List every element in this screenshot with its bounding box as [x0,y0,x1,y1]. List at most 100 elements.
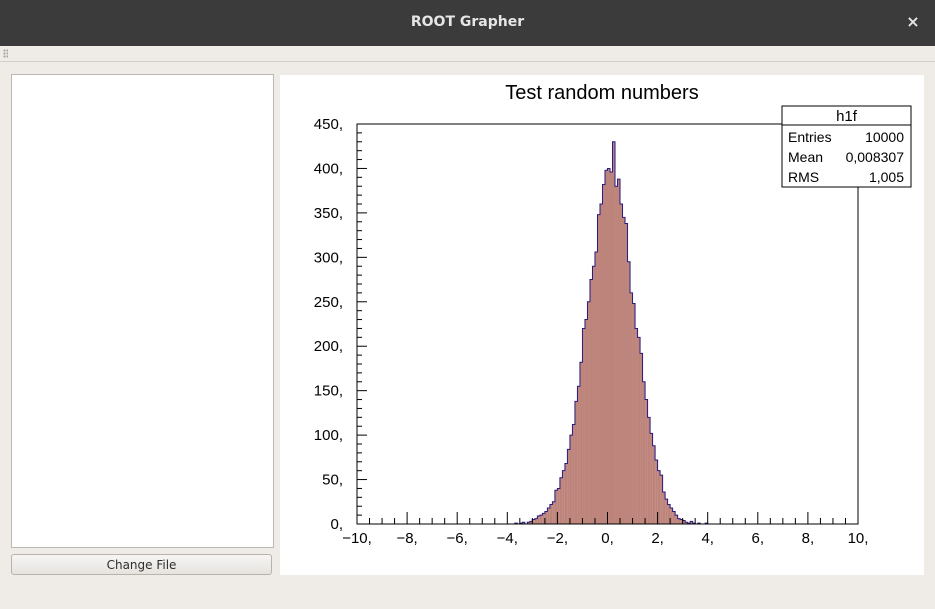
histogram-bin [662,492,666,524]
x-tick-label: −2, [547,530,568,547]
histogram-bin [567,449,570,524]
y-tick-label: 450, [314,116,343,133]
stats-value-entries: 10000 [865,129,904,145]
y-tick-label: 250, [314,294,343,311]
menubar [0,46,935,62]
histogram-bin [682,520,686,524]
histogram-bars [514,141,709,525]
toolbar-grip-icon[interactable] [3,49,8,58]
histogram-bin [645,399,648,524]
histogram-bin [537,516,540,524]
histogram-bin [685,522,688,524]
histogram-bin [672,511,676,524]
histogram-bin [547,508,550,524]
close-icon[interactable]: × [906,12,920,31]
histogram-bin [597,214,600,524]
histogram-bin [599,204,603,524]
histogram-bin [612,141,616,524]
histogram-bin [615,186,618,524]
histogram-bin [594,252,598,524]
x-tick-label: 6, [752,530,765,547]
y-tick-label: 200, [314,338,343,355]
histogram-bin [589,279,593,524]
histogram-bin [559,477,563,524]
stats-value-mean: 0,008307 [846,149,905,165]
histogram-bin [632,303,636,524]
histogram-bin [587,301,590,524]
window-title: ROOT Grapher [410,14,525,30]
y-tick-label: 300, [314,249,343,266]
histogram-bin [592,266,595,524]
histogram-bin [584,319,588,524]
histogram-outline [514,141,709,525]
histogram-bin [549,504,553,524]
histogram-bin [569,435,573,524]
histogram-bin [582,328,585,524]
change-file-button[interactable]: Change File [11,554,272,575]
x-tick-label: −6, [447,530,468,547]
histogram-bin [552,501,555,524]
y-tick-label: 100, [314,427,343,444]
histogram-bin [642,381,646,524]
histogram-canvas[interactable]: Test random numbers −10, −8, −6, −4, −2, 0, 2,… [280,75,924,575]
histogram-bin [667,504,671,524]
histogram-bin [660,475,663,524]
y-tick-label: 350, [314,205,343,222]
histogram-bin [529,521,533,524]
stats-label-rms: RMS [788,169,819,185]
x-tick-label: 0, [601,530,614,547]
histogram-bin [607,168,611,524]
histogram-bin [572,424,575,524]
histogram-bin [675,515,678,524]
x-tick-label: 2, [651,530,664,547]
histogram-bin [647,417,651,524]
histogram-bin [577,386,580,524]
stats-box: h1f Entries 10000 Mean 0,008307 RMS 1,00… [781,105,912,188]
histogram-bin [542,513,545,524]
x-tick-label: 10, [848,530,869,547]
y-tick-label: 50, [322,472,343,489]
chart-title: Test random numbers [505,82,698,104]
histogram-bin [650,433,653,524]
x-tick-label: 4, [701,530,714,547]
histogram-bin [534,518,538,524]
y-tick-label: 0, [330,516,343,533]
histogram-bin [602,184,605,524]
histogram-bin [635,328,638,524]
histogram-bin [604,170,608,524]
stats-value-rms: 1,005 [869,169,904,185]
histogram-bin [690,521,693,524]
histogram-bin [579,362,583,524]
histogram-bin [564,463,568,524]
y-tick-label: 400, [314,160,343,177]
x-tick-label: −8, [396,530,417,547]
histogram-bin [544,511,548,524]
histogram-bin [539,515,543,524]
histogram-bin [522,522,525,524]
y-tick-label: 150, [314,383,343,400]
x-axis: −10, −8, −6, −4, −2, 0, 2, 4, 6, 8, 10, [342,512,868,547]
histogram-bin [625,223,628,525]
y-axis: 0, 50, 100, 150, 200, 250, 300, 350, 400, 450, [314,116,367,533]
x-tick-label: 8, [802,530,815,547]
histogram-bin [657,470,661,524]
histogram-bin [532,519,535,524]
histogram-bin [527,522,530,524]
file-list-panel[interactable] [11,74,274,548]
histogram-bin [617,179,621,524]
histogram-bin [620,204,623,524]
histogram-bin [680,519,683,524]
x-tick-label: −4, [497,530,518,547]
histogram-bin [562,470,565,524]
histogram-bin [610,172,613,524]
stats-name: h1f [836,108,858,125]
histogram-bin [665,499,668,524]
histogram-bin [557,488,560,524]
histogram-chart: Test random numbers −10, −8, −6, −4, −2, 0, 2,… [314,82,912,547]
histogram-bin [622,217,626,525]
histogram-bin [640,353,643,524]
histogram-bin [574,401,578,524]
histogram-bin [670,508,673,524]
histogram-bin [637,337,641,524]
histogram-bin [554,490,558,524]
